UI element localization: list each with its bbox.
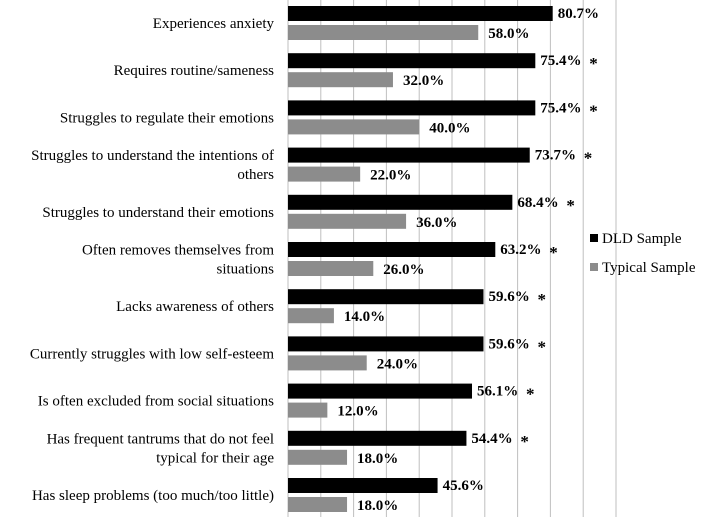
significance-marker: *	[584, 149, 593, 168]
bar-typical	[288, 166, 361, 182]
legend-entry: Typical Sample	[602, 260, 696, 276]
bar-dld	[288, 289, 484, 305]
bar-dld	[288, 383, 473, 399]
significance-marker: *	[549, 243, 558, 262]
category-label: Struggles to understand the intentions o…	[31, 148, 274, 164]
category-label: Currently struggles with low self-esteem	[30, 346, 274, 362]
data-label-dld: 75.4%	[540, 53, 581, 69]
data-label-dld: 59.6%	[488, 336, 529, 352]
category-label: Struggles to understand their emotions	[42, 205, 274, 221]
bar-dld	[288, 100, 536, 116]
bar-dld	[288, 147, 530, 163]
bar-typical	[288, 119, 420, 135]
data-label-dld: 54.4%	[471, 431, 512, 447]
category-label: Has sleep problems (too much/too little)	[32, 488, 274, 504]
legend-swatch	[590, 263, 598, 271]
significance-marker: *	[526, 385, 535, 404]
data-label-typical: 32.0%	[403, 73, 444, 89]
bar-dld	[288, 6, 553, 21]
bar-dld	[288, 336, 484, 352]
bar-typical	[288, 355, 367, 371]
data-label-dld: 80.7%	[558, 6, 599, 22]
bar-typical	[288, 402, 328, 418]
data-label-typical: 18.0%	[357, 451, 398, 467]
category-label: Has frequent tantrums that do not feel	[47, 431, 274, 447]
significance-marker: *	[589, 101, 598, 120]
data-label-dld: 56.1%	[477, 384, 518, 400]
bar-dld	[288, 194, 513, 210]
bar-typical	[288, 213, 407, 229]
data-label-typical: 40.0%	[429, 120, 470, 136]
bar-typical	[288, 497, 348, 512]
data-label-dld: 59.6%	[488, 289, 529, 305]
data-label-dld: 68.4%	[517, 195, 558, 211]
category-label: Requires routine/sameness	[114, 63, 275, 79]
data-label-dld: 75.4%	[540, 100, 581, 116]
legend: DLD Sample Typical Sample	[590, 231, 696, 276]
bar-typical	[288, 261, 374, 276]
category-label: Struggles to regulate their emotions	[60, 110, 274, 126]
bar-typical	[288, 449, 348, 465]
data-label-typical: 14.0%	[344, 309, 385, 325]
significance-marker: *	[537, 290, 546, 309]
significance-marker: *	[537, 337, 546, 356]
bar-dld	[288, 478, 438, 493]
bar-typical	[288, 308, 334, 324]
bars: 80.7% 58.0% 75.4% * 32.0% 75.4% * 40.0% 73.7% * 22…	[288, 6, 599, 514]
significance-marker: *	[566, 196, 575, 215]
category-label: typical for their age	[156, 450, 274, 466]
category-label: Often removes themselves from	[82, 243, 274, 259]
bar-dld	[288, 242, 496, 257]
legend-entry: DLD Sample	[602, 231, 682, 247]
category-label: Lacks awareness of others	[116, 299, 274, 315]
bar-dld	[288, 53, 536, 69]
category-label: situations	[216, 262, 274, 278]
data-label-dld: 73.7%	[535, 148, 576, 164]
data-label-dld: 45.6%	[443, 478, 484, 494]
data-label-dld: 63.2%	[500, 242, 541, 258]
data-label-typical: 18.0%	[357, 498, 398, 514]
significance-marker: *	[520, 432, 529, 451]
bar-typical	[288, 25, 479, 40]
bar-dld	[288, 430, 467, 446]
bar-typical	[288, 72, 393, 88]
category-label: others	[237, 167, 274, 183]
data-label-typical: 36.0%	[416, 215, 457, 231]
category-label: Is often excluded from social situations	[38, 394, 274, 410]
category-labels: Experiences anxiety Requires routine/same…	[30, 16, 275, 504]
data-label-typical: 58.0%	[488, 26, 529, 42]
legend-swatch	[590, 234, 598, 242]
data-label-typical: 24.0%	[377, 356, 418, 372]
data-label-typical: 26.0%	[383, 262, 424, 278]
data-label-typical: 12.0%	[337, 404, 378, 420]
significance-marker: *	[589, 54, 598, 73]
category-label: Experiences anxiety	[153, 16, 275, 32]
data-label-typical: 22.0%	[370, 168, 411, 184]
